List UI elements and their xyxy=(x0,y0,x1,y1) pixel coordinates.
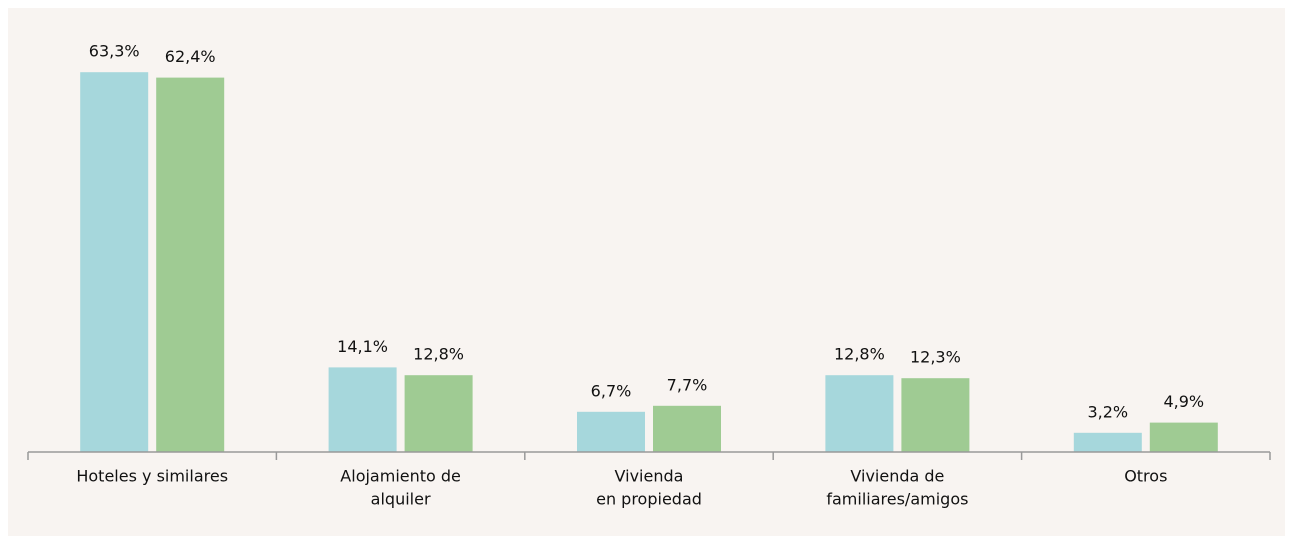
data-label: 12,8% xyxy=(834,345,885,364)
x-tick-label: Otros xyxy=(1124,467,1167,486)
data-label: 12,8% xyxy=(413,345,464,364)
bar xyxy=(404,375,473,452)
bar xyxy=(80,72,149,452)
x-tick-label: familiares/amigos xyxy=(826,490,968,509)
bar xyxy=(1149,422,1218,452)
bar xyxy=(825,375,894,452)
data-label: 4,9% xyxy=(1163,392,1204,411)
bar xyxy=(156,77,225,452)
x-tick-label: Vivienda xyxy=(615,467,684,486)
bar xyxy=(653,405,721,452)
data-label: 62,4% xyxy=(165,47,216,66)
data-label: 6,7% xyxy=(591,381,632,400)
x-tick-label: Vivienda de xyxy=(850,467,944,486)
data-label: 12,3% xyxy=(910,348,961,367)
bar xyxy=(328,367,397,452)
bar xyxy=(577,411,645,452)
data-label: 3,2% xyxy=(1087,402,1128,421)
x-tick-label: Alojamiento de xyxy=(340,467,461,486)
bar xyxy=(901,378,970,452)
data-label: 7,7% xyxy=(667,375,708,394)
x-tick-label: alquiler xyxy=(371,490,431,509)
bar xyxy=(1073,432,1142,452)
data-label: 14,1% xyxy=(337,337,388,356)
data-label: 63,3% xyxy=(89,42,140,61)
x-tick-label: Hoteles y similares xyxy=(76,467,228,486)
x-tick-label: en propiedad xyxy=(596,490,702,509)
